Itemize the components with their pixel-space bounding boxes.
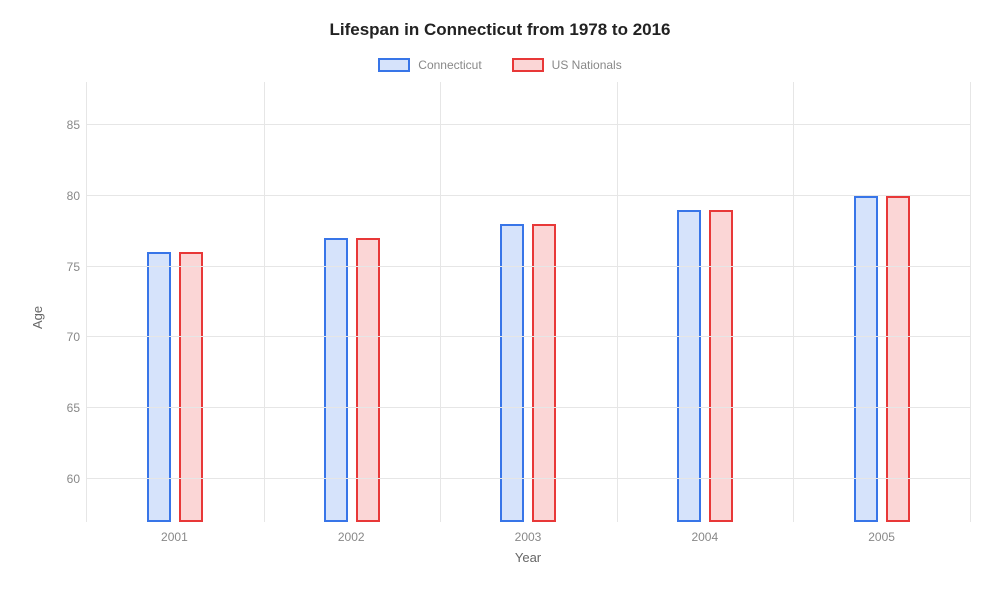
bar <box>886 196 910 522</box>
legend: Connecticut US Nationals <box>30 58 970 72</box>
gridline <box>87 407 970 408</box>
plot <box>86 82 970 522</box>
x-axis: 20012002200320042005 <box>86 530 970 544</box>
x-tick-label: 2001 <box>86 530 263 544</box>
x-tick-label: 2005 <box>793 530 970 544</box>
gridline <box>87 478 970 479</box>
bar <box>179 252 203 522</box>
y-tick-label: 65 <box>50 401 80 415</box>
x-tick-label: 2002 <box>263 530 440 544</box>
y-axis: 60 65 70 75 80 85 <box>50 82 86 522</box>
x-tick-label: 2003 <box>440 530 617 544</box>
vgridline <box>264 82 265 522</box>
chart-title: Lifespan in Connecticut from 1978 to 201… <box>30 20 970 40</box>
bars-layer <box>87 82 970 522</box>
y-tick-label: 70 <box>50 330 80 344</box>
gridline <box>87 124 970 125</box>
chart-container: Lifespan in Connecticut from 1978 to 201… <box>0 0 1000 600</box>
plot-area: Age 60 65 70 75 80 85 <box>30 82 970 522</box>
legend-label-connecticut: Connecticut <box>418 58 481 72</box>
bar-group <box>87 82 264 522</box>
x-tick-label: 2004 <box>616 530 793 544</box>
y-tick-label: 60 <box>50 472 80 486</box>
x-axis-label: Year <box>86 550 970 565</box>
bar <box>709 210 733 522</box>
legend-item-us-nationals: US Nationals <box>512 58 622 72</box>
vgridline <box>617 82 618 522</box>
bar-group <box>793 82 970 522</box>
legend-swatch-us-nationals <box>512 58 544 72</box>
bar <box>854 196 878 522</box>
bar <box>677 210 701 522</box>
bar-group <box>617 82 794 522</box>
bar <box>147 252 171 522</box>
y-axis-label: Age <box>30 82 50 522</box>
y-tick-label: 75 <box>50 260 80 274</box>
vgridline <box>793 82 794 522</box>
legend-swatch-connecticut <box>378 58 410 72</box>
legend-item-connecticut: Connecticut <box>378 58 481 72</box>
gridline <box>87 266 970 267</box>
legend-label-us-nationals: US Nationals <box>552 58 622 72</box>
vgridline <box>970 82 971 522</box>
gridline <box>87 195 970 196</box>
bar-group <box>264 82 441 522</box>
bar <box>500 224 524 522</box>
gridline <box>87 336 970 337</box>
y-tick-label: 85 <box>50 118 80 132</box>
bar <box>532 224 556 522</box>
vgridline <box>440 82 441 522</box>
y-tick-label: 80 <box>50 189 80 203</box>
bar-group <box>440 82 617 522</box>
